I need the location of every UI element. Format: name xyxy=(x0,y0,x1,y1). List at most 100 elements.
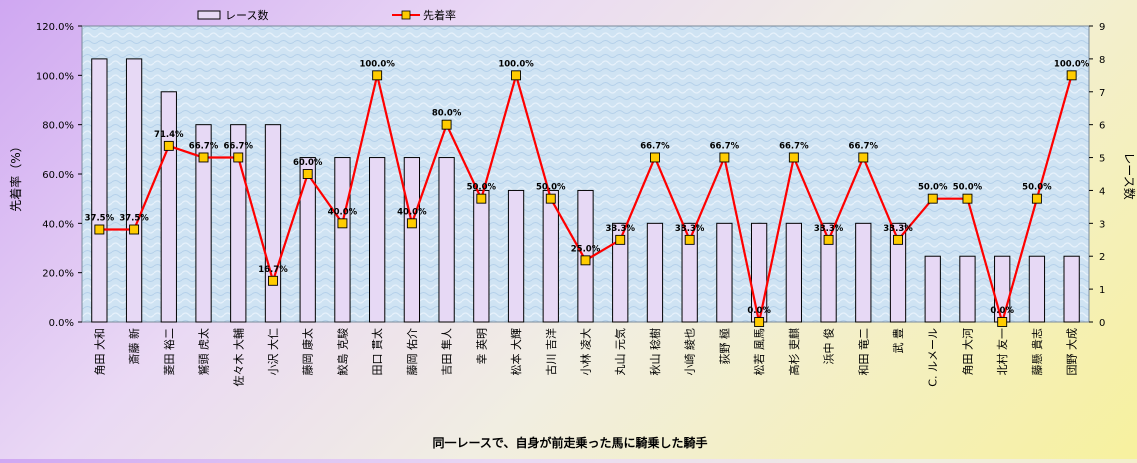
x-tick-label: 幸 英明 xyxy=(474,328,488,365)
line-marker xyxy=(545,193,556,204)
y-right-tick-label: 4 xyxy=(1099,186,1105,197)
data-label: 66.7% xyxy=(640,141,670,151)
bar xyxy=(195,124,212,323)
line-marker xyxy=(337,218,348,229)
y-right-tick-label: 3 xyxy=(1099,219,1105,230)
line-marker xyxy=(1066,70,1077,81)
data-label: 50.0% xyxy=(467,183,497,193)
bar xyxy=(473,189,490,323)
bar xyxy=(681,222,698,323)
data-label: 50.0% xyxy=(918,183,948,193)
y-left-tick-label: 20.0% xyxy=(42,269,74,280)
bar xyxy=(369,157,386,323)
x-tick-label: 浜中 俊 xyxy=(822,328,836,365)
bar xyxy=(924,255,941,323)
line-layer xyxy=(94,70,1077,327)
x-tick-label: 角田 大和 xyxy=(92,328,106,376)
line-marker xyxy=(997,317,1008,327)
line-marker xyxy=(406,218,417,229)
x-tick-label: 北村 友一 xyxy=(995,328,1009,376)
data-label: 100.0% xyxy=(498,59,534,69)
bar xyxy=(1063,255,1080,323)
x-tick-label: 小林 凌大 xyxy=(579,328,593,376)
line-marker xyxy=(719,152,730,163)
bar xyxy=(299,157,316,323)
y-right-tick-label: 6 xyxy=(1099,121,1105,132)
y-right-tick-label: 1 xyxy=(1099,285,1105,296)
y-right-tick-label: 2 xyxy=(1099,252,1105,263)
data-label: 100.0% xyxy=(359,59,395,69)
line-marker xyxy=(754,317,765,327)
axes-layer: 0.0%20.0%40.0%60.0%80.0%100.0%120.0%0123… xyxy=(36,22,1106,387)
bar xyxy=(646,222,664,323)
y-left-tick-label: 80.0% xyxy=(42,121,74,132)
x-tick-label: 荻野 極 xyxy=(717,328,731,365)
y-right-tick-label: 8 xyxy=(1099,55,1105,66)
line-marker xyxy=(893,234,903,245)
x-tick-label: 古川 吉洋 xyxy=(544,328,558,376)
bar xyxy=(820,222,837,323)
data-label: 66.7% xyxy=(710,141,740,151)
x-tick-label: 和田 竜二 xyxy=(856,328,870,376)
x-tick-label: 田口 貫太 xyxy=(371,328,384,376)
line-marker xyxy=(580,255,591,266)
x-tick-label: 角田 大河 xyxy=(960,328,974,376)
data-label: 25.0% xyxy=(571,244,601,254)
bar xyxy=(612,222,629,323)
x-tick-label: 松若 風馬 xyxy=(752,328,766,376)
y-left-tick-label: 40.0% xyxy=(42,219,74,230)
line-marker xyxy=(129,224,140,235)
x-tick-label: 武 豊 xyxy=(892,328,905,354)
bar xyxy=(438,157,455,323)
bar xyxy=(1028,255,1046,323)
line-marker xyxy=(511,70,522,81)
x-tick-label: C. ルメール xyxy=(927,328,940,387)
line-marker xyxy=(268,275,278,286)
y-left-tick-label: 0.0% xyxy=(49,318,74,329)
line-marker xyxy=(858,152,869,163)
data-label: 50.0% xyxy=(953,183,983,193)
y-right-tick-label: 7 xyxy=(1099,88,1105,99)
data-label: 0.0% xyxy=(990,306,1014,316)
data-label: 66.7% xyxy=(189,141,219,151)
bars-layer xyxy=(91,58,1080,323)
line-marker xyxy=(198,152,209,163)
data-label: 60.0% xyxy=(293,158,323,168)
y-left-tick-label: 60.0% xyxy=(42,170,74,181)
line-marker xyxy=(1031,193,1042,204)
data-label: 40.0% xyxy=(397,207,427,217)
bar xyxy=(959,255,976,323)
bar xyxy=(507,189,525,323)
data-label: 100.0% xyxy=(1054,59,1090,69)
data-label: 66.7% xyxy=(849,141,879,151)
x-tick-label: 小沢 大仁 xyxy=(266,328,280,376)
data-label: 37.5% xyxy=(85,214,115,224)
line-marker xyxy=(441,119,452,130)
line-marker xyxy=(788,152,799,163)
x-tick-label: 藤岡 康太 xyxy=(301,328,315,376)
line-marker xyxy=(962,193,973,204)
line-marker xyxy=(94,224,105,235)
data-label: 33.3% xyxy=(883,224,913,234)
legend-line-label: 先着率 xyxy=(423,8,456,22)
data-label: 0.0% xyxy=(747,306,771,316)
bar xyxy=(542,189,559,323)
x-tick-label: 鮫島 克駿 xyxy=(335,328,349,376)
x-tick-label: 藤岡 佑介 xyxy=(405,328,419,376)
x-tick-label: 団野 大成 xyxy=(1065,328,1079,376)
data-label: 33.3% xyxy=(814,224,844,234)
data-label: 50.0% xyxy=(536,183,566,193)
legend: レース数 先着率 xyxy=(197,8,456,22)
line-marker xyxy=(615,234,626,245)
data-label: 40.0% xyxy=(328,207,358,217)
x-tick-label: 小崎 綾也 xyxy=(683,328,697,376)
y-axis-right-title: レース数 xyxy=(1122,152,1137,199)
data-label: 33.3% xyxy=(605,224,635,234)
data-label: 50.0% xyxy=(1022,183,1052,193)
data-label: 66.7% xyxy=(224,141,254,151)
x-tick-label: 松本 大輝 xyxy=(509,328,523,376)
x-tick-label: 秋山 稔樹 xyxy=(648,328,662,376)
data-label: 33.3% xyxy=(675,224,705,234)
